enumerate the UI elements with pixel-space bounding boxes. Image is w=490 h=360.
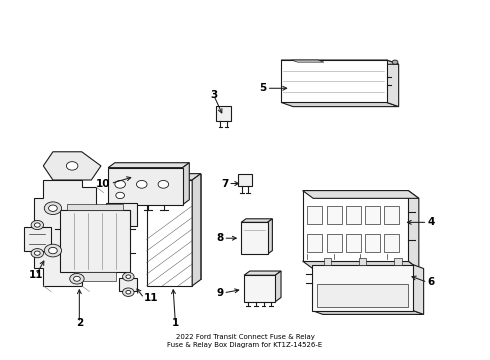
Circle shape: [158, 180, 169, 188]
Polygon shape: [241, 222, 268, 254]
Polygon shape: [108, 163, 189, 168]
Circle shape: [392, 60, 398, 64]
Polygon shape: [346, 206, 361, 224]
Circle shape: [122, 273, 134, 281]
Polygon shape: [307, 206, 322, 224]
Polygon shape: [281, 60, 387, 102]
Bar: [149, 182, 190, 284]
Polygon shape: [241, 219, 272, 222]
Polygon shape: [323, 258, 331, 265]
Text: 3: 3: [210, 90, 218, 100]
Text: 4: 4: [427, 217, 435, 227]
Polygon shape: [408, 190, 419, 269]
Circle shape: [31, 249, 44, 258]
Polygon shape: [312, 265, 413, 311]
Polygon shape: [327, 206, 342, 224]
Polygon shape: [67, 204, 123, 210]
Polygon shape: [147, 174, 201, 180]
Text: 9: 9: [216, 288, 223, 298]
Polygon shape: [359, 258, 367, 265]
Text: 11: 11: [29, 270, 43, 280]
Polygon shape: [303, 190, 419, 198]
Polygon shape: [327, 234, 342, 252]
Polygon shape: [346, 234, 361, 252]
Text: 2022 Ford Transit Connect Fuse & Relay
Fuse & Relay Box Diagram for KT1Z-14526-E: 2022 Ford Transit Connect Fuse & Relay F…: [168, 334, 322, 348]
Polygon shape: [119, 278, 137, 291]
Text: 11: 11: [144, 293, 159, 303]
Text: 2: 2: [76, 318, 83, 328]
Circle shape: [44, 244, 62, 257]
Text: 6: 6: [427, 277, 435, 287]
Circle shape: [49, 205, 57, 211]
Polygon shape: [238, 174, 252, 186]
Polygon shape: [24, 228, 50, 251]
Polygon shape: [365, 206, 380, 224]
Polygon shape: [303, 190, 408, 261]
Polygon shape: [106, 203, 137, 226]
Circle shape: [122, 288, 134, 296]
Polygon shape: [275, 271, 281, 302]
Polygon shape: [244, 271, 281, 275]
Circle shape: [66, 162, 78, 170]
Text: 1: 1: [172, 318, 179, 328]
Polygon shape: [108, 168, 183, 205]
Text: 7: 7: [221, 179, 228, 189]
Polygon shape: [292, 60, 324, 62]
Circle shape: [34, 251, 40, 255]
Circle shape: [115, 180, 125, 188]
Text: 8: 8: [216, 233, 223, 243]
Circle shape: [137, 180, 147, 188]
Circle shape: [70, 274, 84, 284]
Bar: [240, 179, 250, 184]
Polygon shape: [74, 272, 116, 280]
Text: 10: 10: [96, 179, 111, 189]
Bar: [58, 201, 82, 258]
Circle shape: [31, 220, 44, 230]
Polygon shape: [384, 234, 399, 252]
Polygon shape: [268, 219, 272, 254]
Polygon shape: [43, 152, 101, 180]
Polygon shape: [147, 180, 192, 286]
Circle shape: [74, 276, 80, 281]
Polygon shape: [365, 234, 380, 252]
Polygon shape: [281, 60, 399, 64]
Polygon shape: [312, 311, 424, 314]
Circle shape: [49, 247, 57, 254]
Polygon shape: [307, 234, 322, 252]
Polygon shape: [192, 174, 201, 286]
Text: 5: 5: [259, 83, 267, 93]
Circle shape: [126, 275, 131, 278]
Circle shape: [116, 192, 124, 199]
Polygon shape: [394, 258, 402, 265]
Circle shape: [44, 202, 62, 215]
Circle shape: [34, 223, 40, 227]
Polygon shape: [183, 163, 189, 205]
Polygon shape: [166, 176, 172, 180]
Polygon shape: [244, 275, 275, 302]
Polygon shape: [216, 106, 231, 121]
Circle shape: [126, 291, 131, 294]
Bar: [219, 111, 228, 118]
Polygon shape: [384, 206, 399, 224]
Polygon shape: [281, 102, 399, 107]
Polygon shape: [413, 265, 424, 314]
Polygon shape: [155, 174, 201, 279]
Polygon shape: [303, 261, 419, 269]
Polygon shape: [317, 284, 408, 307]
Polygon shape: [34, 180, 96, 286]
Polygon shape: [387, 60, 399, 107]
Polygon shape: [60, 210, 130, 272]
